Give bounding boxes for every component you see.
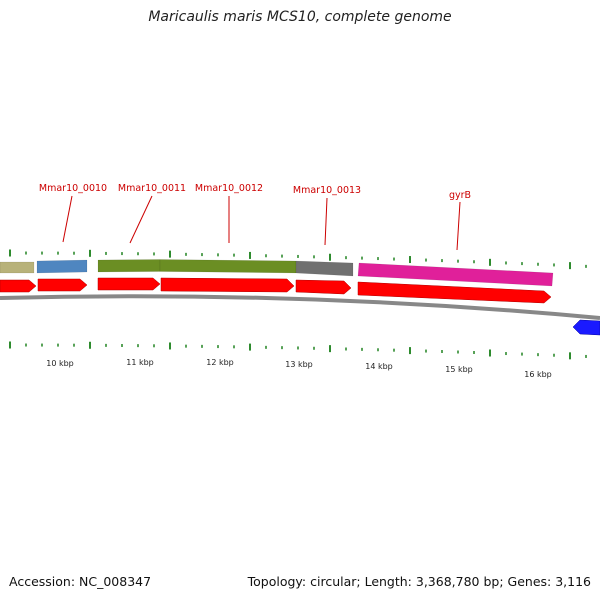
lower-tick-ring bbox=[9, 341, 587, 360]
reverse-cds-arrow[interactable] bbox=[572, 319, 600, 336]
cds-arrow[interactable] bbox=[295, 279, 352, 295]
cog-track bbox=[0, 259, 554, 287]
kbp-label: 15 kbp bbox=[445, 365, 473, 374]
cds-arrow[interactable] bbox=[357, 281, 552, 304]
gene-label-leader bbox=[129, 195, 153, 244]
kbp-label: 13 kbp bbox=[285, 360, 313, 369]
gene-label-mmar10-0011[interactable]: Mmar10_0011 bbox=[118, 183, 186, 194]
cds-arrow[interactable] bbox=[37, 278, 88, 292]
kbp-axis-labels: 10 kbp 11 kbp 12 kbp 13 kbp 14 kbp 15 kb… bbox=[46, 358, 552, 379]
cds-arrow[interactable] bbox=[97, 277, 161, 291]
genome-summary-text: Topology: circular; Length: 3,368,780 bp… bbox=[247, 574, 591, 589]
kbp-label: 10 kbp bbox=[46, 359, 74, 368]
genome-backbone bbox=[0, 294, 600, 320]
cds-arrow[interactable] bbox=[160, 277, 295, 293]
map-title: Maricaulis maris MCS10, complete genome bbox=[148, 9, 452, 25]
cog-gene-olive-b[interactable] bbox=[159, 259, 297, 274]
cog-gene-olive-a[interactable] bbox=[97, 259, 161, 273]
cog-gene-steelblue[interactable] bbox=[36, 259, 88, 274]
gene-label-mmar10-0013[interactable]: Mmar10_0013 bbox=[293, 185, 361, 196]
gene-label-mmar10-0012[interactable]: Mmar10_0012 bbox=[195, 183, 263, 194]
kbp-label: 16 kbp bbox=[524, 370, 552, 379]
cog-gene-khaki[interactable] bbox=[0, 261, 35, 274]
gene-labels: Mmar10_0010 Mmar10_0011 Mmar10_0012 Mmar… bbox=[39, 183, 471, 251]
gene-label-leader bbox=[456, 201, 461, 251]
cog-gene-gray[interactable] bbox=[295, 260, 354, 277]
kbp-label: 14 kbp bbox=[365, 362, 393, 371]
forward-cds-track bbox=[0, 277, 552, 304]
gene-label-leader bbox=[62, 195, 73, 243]
gene-label-gyrb[interactable]: gyrB bbox=[449, 190, 471, 201]
kbp-label: 11 kbp bbox=[126, 358, 154, 367]
accession-text: Accession: NC_008347 bbox=[9, 574, 152, 589]
upper-tick-ring bbox=[9, 249, 587, 270]
cog-gene-magenta[interactable] bbox=[357, 262, 554, 287]
gene-label-leader bbox=[324, 197, 328, 246]
kbp-label: 12 kbp bbox=[206, 358, 234, 367]
cds-arrow[interactable] bbox=[0, 279, 37, 293]
gene-label-mmar10-0010[interactable]: Mmar10_0010 bbox=[39, 183, 107, 194]
